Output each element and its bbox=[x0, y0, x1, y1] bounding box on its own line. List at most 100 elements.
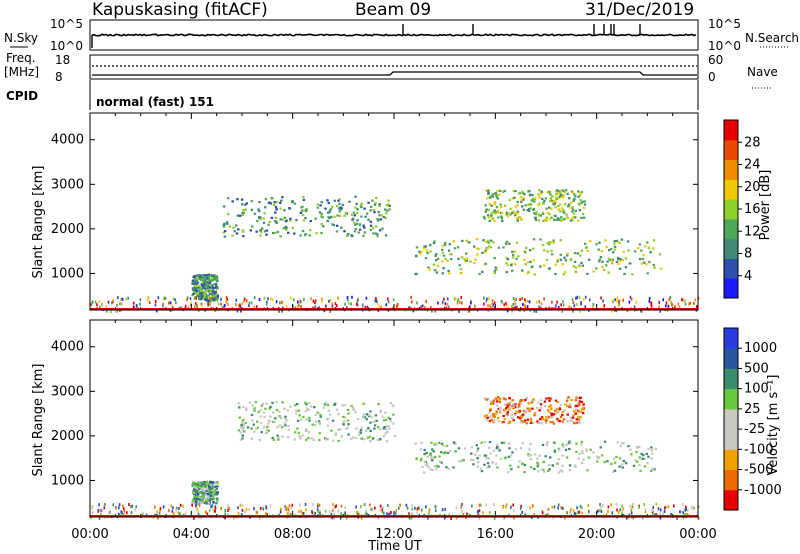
power-echo-cell bbox=[262, 217, 265, 220]
velocity-echo-cell bbox=[206, 496, 209, 499]
power-ground-scatter-cell bbox=[375, 299, 378, 303]
velocity-ground-scatter-cell bbox=[642, 516, 644, 520]
velocity-echo-cell bbox=[272, 411, 275, 414]
velocity-echo-cell bbox=[472, 463, 475, 466]
velocity-ground-scatter-cell bbox=[471, 504, 473, 508]
velocity-echo-cell bbox=[304, 410, 308, 413]
power-ground-scatter-cell bbox=[505, 304, 508, 308]
power-ground-scatter-cell bbox=[98, 300, 100, 304]
velocity-echo-cell bbox=[326, 424, 330, 427]
power-ground-scatter-cell bbox=[658, 301, 660, 305]
power-echo-cell bbox=[578, 191, 582, 194]
velocity-echo-cell bbox=[251, 419, 254, 422]
velocity-ground-scatter-cell bbox=[441, 508, 444, 512]
power-echo-cell bbox=[644, 245, 647, 248]
power-ground-scatter-cell bbox=[592, 305, 594, 309]
velocity-echo-cell bbox=[271, 401, 274, 404]
velocity-echo-cell bbox=[550, 412, 553, 415]
velocity-echo-cell bbox=[495, 404, 499, 407]
velocity-echo-cell bbox=[262, 426, 266, 429]
power-echo-cell bbox=[211, 290, 215, 293]
power-ground-scatter-cell bbox=[245, 299, 248, 303]
velocity-echo-cell bbox=[589, 448, 592, 451]
power-ground-scatter-cell bbox=[105, 305, 108, 309]
velocity-echo-cell bbox=[191, 483, 194, 486]
power-echo-cell bbox=[199, 289, 203, 293]
power-echo-cell bbox=[570, 217, 574, 220]
power-echo-cell bbox=[195, 279, 198, 282]
velocity-ground-scatter-cell bbox=[244, 510, 246, 514]
power-ground-scatter-cell bbox=[356, 303, 359, 307]
velocity-ground-scatter-cell bbox=[427, 516, 429, 520]
power-ground-scatter-cell bbox=[96, 303, 98, 307]
power-echo-cell bbox=[512, 253, 515, 257]
velocity-echo-cell bbox=[361, 415, 365, 418]
power-echo-cell bbox=[532, 259, 535, 262]
velocity-echo-cell bbox=[442, 452, 446, 455]
velocity-ground-scatter-cell bbox=[162, 505, 165, 509]
velocity-ylabel: Slant Range [km] bbox=[31, 364, 46, 477]
power-echo-cell bbox=[534, 216, 537, 219]
power-echo-cell bbox=[328, 217, 331, 220]
velocity-echo-cell bbox=[556, 419, 559, 422]
velocity-echo-cell bbox=[552, 413, 555, 416]
velocity-echo-cell bbox=[202, 481, 206, 485]
power-echo-cell bbox=[201, 279, 204, 282]
power-echo-cell bbox=[214, 284, 218, 287]
power-echo-cell bbox=[573, 193, 576, 196]
velocity-echo-cell bbox=[192, 485, 196, 488]
power-ground-scatter-cell bbox=[107, 300, 110, 304]
velocity-echo-cell bbox=[206, 482, 209, 485]
power-echo-cell bbox=[270, 216, 273, 219]
power-ground-scatter-cell bbox=[649, 301, 652, 305]
power-echo-cell bbox=[327, 211, 330, 214]
velocity-echo-cell bbox=[198, 482, 202, 485]
power-echo-cell bbox=[226, 222, 229, 225]
velocity-echo-cell bbox=[264, 432, 268, 435]
power-echo-cell bbox=[486, 197, 489, 200]
velocity-echo-cell bbox=[294, 404, 297, 407]
power-echo-cell bbox=[336, 205, 339, 208]
power-ground-scatter-cell bbox=[248, 304, 250, 308]
velocity-echo-cell bbox=[540, 422, 544, 425]
velocity-echo-cell bbox=[351, 406, 355, 409]
power-echo-cell bbox=[572, 265, 576, 268]
velocity-ground-scatter-cell bbox=[287, 508, 290, 512]
power-echo-cell bbox=[354, 227, 357, 231]
velocity-echo-cell bbox=[335, 408, 339, 411]
power-ground-scatter-cell bbox=[602, 299, 604, 303]
velocity-echo-cell bbox=[613, 461, 617, 464]
power-echo-cell bbox=[491, 193, 495, 196]
velocity-colorbar-swatch bbox=[724, 489, 738, 511]
power-ground-scatter-cell bbox=[483, 296, 485, 300]
velocity-echo-cell bbox=[259, 415, 262, 418]
velocity-echo-cell bbox=[517, 416, 520, 419]
power-echo-cell bbox=[429, 244, 432, 247]
velocity-echo-cell bbox=[200, 485, 203, 488]
velocity-echo-cell bbox=[305, 403, 308, 406]
velocity-ground-scatter-cell bbox=[575, 512, 577, 516]
power-ground-scatter-cell bbox=[297, 300, 299, 304]
power-echo-cell bbox=[191, 282, 194, 285]
velocity-echo-cell bbox=[574, 464, 577, 467]
velocity-echo-cell bbox=[575, 442, 578, 445]
power-ground-scatter-cell bbox=[225, 300, 227, 304]
velocity-ground-scatter-cell bbox=[682, 511, 684, 515]
velocity-ground-scatter-cell bbox=[118, 506, 120, 510]
power-echo-cell bbox=[580, 249, 583, 252]
power-echo-cell bbox=[356, 212, 359, 215]
velocity-echo-cell bbox=[599, 446, 602, 449]
power-echo-cell bbox=[464, 260, 467, 263]
velocity-echo-cell bbox=[472, 459, 475, 462]
power-echo-cell bbox=[497, 216, 500, 219]
velocity-echo-cell bbox=[374, 414, 378, 417]
velocity-ground-scatter-cell bbox=[673, 504, 675, 508]
velocity-ground-scatter-cell bbox=[460, 505, 462, 509]
power-ground-scatter-cell bbox=[556, 300, 558, 304]
power-echo-cell bbox=[237, 228, 240, 231]
power-echo-cell bbox=[520, 200, 523, 203]
power-echo-cell bbox=[336, 224, 339, 227]
velocity-echo-cell bbox=[509, 454, 513, 457]
power-echo-cell bbox=[211, 295, 214, 298]
power-echo-cell bbox=[201, 275, 204, 278]
